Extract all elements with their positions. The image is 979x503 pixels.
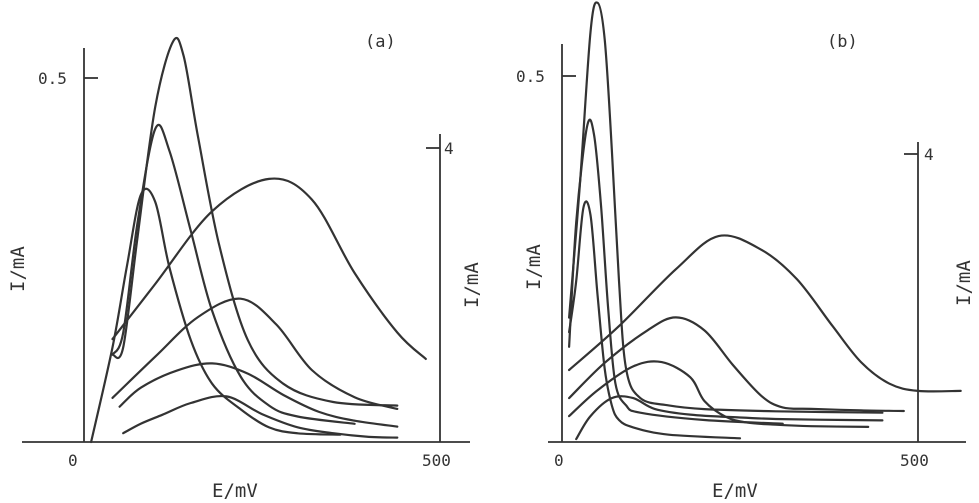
series-line-a-1	[90, 187, 342, 444]
x-axis-label-a: E/mV	[212, 480, 258, 502]
series-line-b-4	[575, 395, 884, 441]
x-tick-label-b-500: 500	[900, 451, 929, 470]
right-y-tick-label-a: 4	[444, 139, 454, 158]
x-tick-label-b-0: 0	[554, 451, 564, 470]
left-y-tick-label-b: 0.5	[516, 67, 545, 86]
series-line-b-7	[568, 234, 962, 393]
panel-b: (b) 0.5 4 0 500 E/mV I/mA I/mA	[516, 1, 975, 502]
left-y-axis-label-a: I/mA	[7, 246, 29, 292]
x-tick-label-a-0: 0	[68, 451, 78, 470]
right-y-axis-label-b: I/mA	[953, 260, 975, 306]
series-line-a-2	[111, 123, 356, 425]
x-tick-label-a-500: 500	[422, 451, 451, 470]
right-y-tick-label-b: 4	[924, 145, 934, 164]
series-line-b-3	[568, 1, 884, 414]
series-line-b-5	[568, 360, 870, 428]
series-line-a-7	[111, 177, 427, 360]
series-line-a-4	[122, 394, 399, 439]
curves-b	[568, 1, 962, 441]
series-line-a-3	[111, 36, 399, 407]
panel-a: (a) 0.5 4 0 500 E/mV I/mA I/mA	[7, 32, 483, 502]
left-y-tick-label-a: 0.5	[38, 69, 67, 88]
series-line-b-6	[568, 316, 905, 413]
series-line-a-5	[118, 362, 399, 428]
right-y-axis-label-a: I/mA	[461, 262, 483, 308]
left-y-axis-label-b: I/mA	[523, 244, 545, 290]
series-line-b-2	[568, 118, 784, 425]
series-line-b-1	[568, 200, 742, 440]
x-axis-label-b: E/mV	[712, 480, 758, 502]
panel-label-a: (a)	[365, 32, 396, 52]
curves-a	[90, 36, 427, 444]
series-line-a-6	[111, 297, 399, 410]
panel-label-b: (b)	[827, 32, 858, 52]
